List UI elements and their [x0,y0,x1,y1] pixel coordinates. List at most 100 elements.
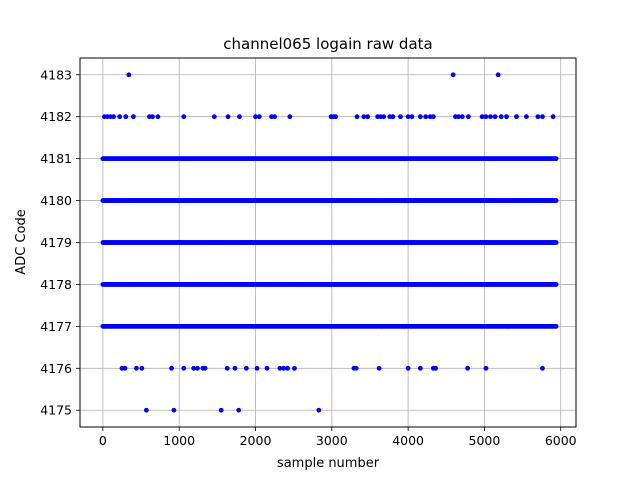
data-point [479,114,485,120]
data-point [483,365,489,371]
x-tick-label: 2000 [240,433,272,448]
x-axis-ticks: 0 1000 2000 3000 4000 5000 6000 [99,427,577,448]
data-point [540,114,545,120]
data-point [423,114,429,120]
data-point [134,365,139,371]
data-point [553,240,559,245]
data-point [181,114,187,120]
data-point [390,114,396,120]
data-point [150,114,155,120]
data-point [553,323,559,329]
data-point [224,365,230,371]
y-tick-label: 4179 [40,235,72,250]
dense-point-row-4177 [100,323,559,329]
data-point [287,114,293,120]
data-point [456,114,461,120]
data-point [117,114,123,120]
dense-point-row-4178 [100,282,559,287]
data-point [111,114,116,120]
data-point [272,114,277,120]
data-point [202,365,208,371]
x-tick-label: 1000 [163,433,195,448]
data-point [232,365,238,371]
data-point [417,114,423,120]
data-point [254,365,260,371]
data-point [361,114,367,120]
data-point [181,365,187,371]
data-point [430,114,436,120]
y-tick-label: 4176 [40,361,72,376]
chart-title: channel065 logain raw data [223,35,432,53]
x-tick-label: 5000 [469,433,501,448]
data-point [171,407,177,413]
data-point [256,114,262,120]
data-point [191,365,197,371]
x-tick-label: 0 [99,433,107,448]
y-tick-label: 4182 [40,109,72,124]
data-point [488,114,493,120]
data-point [264,365,270,371]
data-point [211,114,217,120]
data-point [122,365,128,371]
y-axis-label: ADC Code [14,209,29,274]
x-axis-label: sample number [277,456,380,471]
data-point [409,114,415,120]
data-point [553,282,559,287]
data-point [169,365,174,371]
data-point [218,407,224,413]
data-point [553,156,559,162]
data-point [495,72,501,78]
data-point [465,365,471,371]
data-point [450,72,456,78]
y-axis-ticks: 4175 4176 4177 4178 4179 4180 4181 4182 4183 [40,67,80,418]
data-point [316,407,322,413]
data-point [365,114,371,120]
data-point [354,114,360,120]
y-tick-label: 4183 [40,67,72,82]
data-point [540,365,545,371]
data-point [459,114,465,120]
data-point [333,114,339,120]
data-point [550,114,556,120]
data-point [243,365,249,371]
y-tick-label: 4180 [40,193,72,208]
data-point [155,114,161,120]
x-tick-label: 4000 [392,433,424,448]
data-point [131,114,136,120]
data-points [100,72,559,413]
data-point [143,407,149,413]
x-tick-label: 3000 [316,433,348,448]
data-point [405,114,411,120]
data-point [466,114,471,120]
dense-point-row-4181 [100,156,559,162]
data-point [514,114,519,120]
data-point [433,365,438,371]
data-point [195,365,200,371]
y-tick-label: 4177 [40,319,72,334]
data-point [535,114,541,120]
data-point [417,365,423,371]
data-point [277,365,283,371]
data-point [498,114,504,120]
data-point [504,114,509,120]
data-point [524,114,529,120]
dense-point-row-4180 [100,198,559,203]
data-point [123,114,129,120]
data-point [237,114,242,120]
data-point [381,114,387,120]
data-point [376,365,382,371]
data-point [285,365,290,371]
y-tick-label: 4181 [40,151,72,166]
dense-point-row-4179 [100,240,559,245]
x-tick-label: 6000 [545,433,577,448]
data-point [483,114,489,120]
data-point [236,407,242,413]
data-point [353,365,359,371]
data-point [492,114,498,120]
data-point [225,114,231,120]
data-point [398,114,403,120]
data-point [139,365,145,371]
data-point [253,114,258,120]
